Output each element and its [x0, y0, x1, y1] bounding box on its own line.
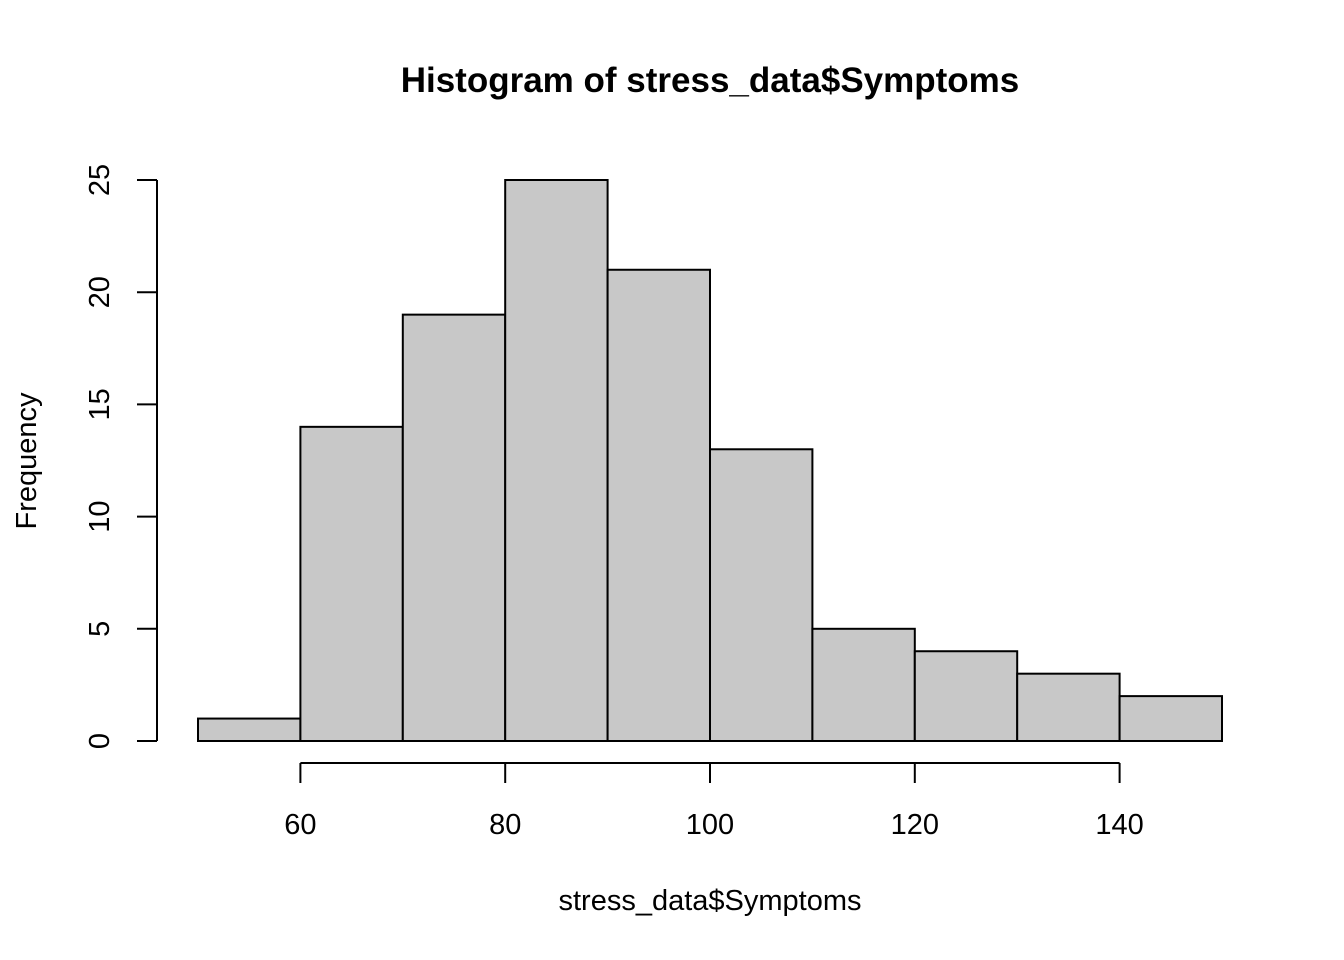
x-tick-label-1: 80	[489, 809, 521, 841]
histogram-bar-1	[299, 425, 404, 742]
y-tick-label-0: 0	[84, 733, 116, 749]
histogram-bar-7	[913, 650, 1019, 742]
histogram-bar-3	[504, 179, 609, 742]
y-tick-label-3: 15	[84, 388, 116, 420]
histogram-bar-6	[811, 627, 916, 742]
y-tick-label-5: 25	[84, 164, 116, 196]
histogram-bar-2	[401, 313, 507, 742]
x-tick-label-2: 100	[686, 809, 734, 841]
histogram-bar-0	[197, 717, 302, 742]
y-tick-label-4: 20	[84, 276, 116, 308]
histogram-bar-5	[709, 448, 814, 742]
x-tick-label-3: 120	[891, 809, 939, 841]
y-tick-label-1: 5	[84, 621, 116, 637]
y-tick-label-2: 10	[84, 500, 116, 532]
y-axis: 0 5 10 15 20 25	[84, 164, 158, 749]
histogram-bar-4	[606, 268, 711, 742]
y-axis-label: Frequency	[11, 392, 43, 530]
x-tick-label-0: 60	[284, 809, 316, 841]
histogram-bar-8	[1016, 672, 1121, 742]
x-tick-label-4: 140	[1095, 809, 1143, 841]
histogram-bar-9	[1118, 695, 1223, 742]
chart-title: Histogram of stress_data$Symptoms	[401, 61, 1020, 100]
bars-group	[197, 179, 1223, 742]
x-axis: 60 80 100 120 140	[284, 762, 1144, 841]
x-axis-label: stress_data$Symptoms	[558, 885, 861, 917]
